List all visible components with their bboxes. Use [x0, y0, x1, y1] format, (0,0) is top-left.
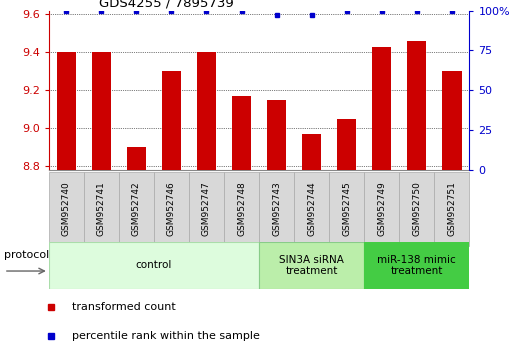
Text: GSM952748: GSM952748: [237, 182, 246, 236]
Text: GSM952743: GSM952743: [272, 182, 281, 236]
Bar: [364, 242, 469, 289]
Bar: [399, 172, 435, 246]
Bar: [435, 172, 469, 246]
Text: protocol: protocol: [4, 250, 49, 261]
Text: miR-138 mimic
treatment: miR-138 mimic treatment: [378, 255, 456, 276]
Bar: [119, 172, 154, 246]
Bar: [442, 71, 462, 170]
Bar: [294, 172, 329, 246]
Text: SIN3A siRNA
treatment: SIN3A siRNA treatment: [279, 255, 344, 276]
Bar: [189, 172, 224, 246]
Bar: [92, 52, 111, 170]
Bar: [267, 100, 286, 170]
Text: control: control: [136, 261, 172, 270]
Bar: [162, 71, 181, 170]
Bar: [337, 119, 357, 170]
Text: percentile rank within the sample: percentile rank within the sample: [72, 331, 260, 341]
Bar: [56, 52, 76, 170]
Bar: [49, 172, 84, 246]
Text: GSM952741: GSM952741: [97, 182, 106, 236]
Bar: [232, 96, 251, 170]
Text: transformed count: transformed count: [72, 302, 175, 312]
Text: GSM952742: GSM952742: [132, 182, 141, 236]
Bar: [84, 172, 119, 246]
Text: GSM952746: GSM952746: [167, 182, 176, 236]
Text: GSM952745: GSM952745: [342, 182, 351, 236]
Bar: [197, 52, 216, 170]
Bar: [154, 172, 189, 246]
Bar: [364, 172, 399, 246]
Bar: [224, 172, 259, 246]
Text: GSM952749: GSM952749: [377, 182, 386, 236]
Bar: [407, 41, 426, 170]
Bar: [127, 147, 146, 170]
Text: GSM952747: GSM952747: [202, 182, 211, 236]
Bar: [372, 47, 391, 170]
Text: GSM952744: GSM952744: [307, 182, 316, 236]
Bar: [49, 242, 259, 289]
Bar: [329, 172, 364, 246]
Text: GSM952751: GSM952751: [447, 181, 457, 236]
Text: GSM952740: GSM952740: [62, 182, 71, 236]
Bar: [302, 134, 321, 170]
Bar: [259, 242, 364, 289]
Text: GSM952750: GSM952750: [412, 181, 421, 236]
Bar: [259, 172, 294, 246]
Text: GDS4255 / 7895739: GDS4255 / 7895739: [99, 0, 234, 10]
